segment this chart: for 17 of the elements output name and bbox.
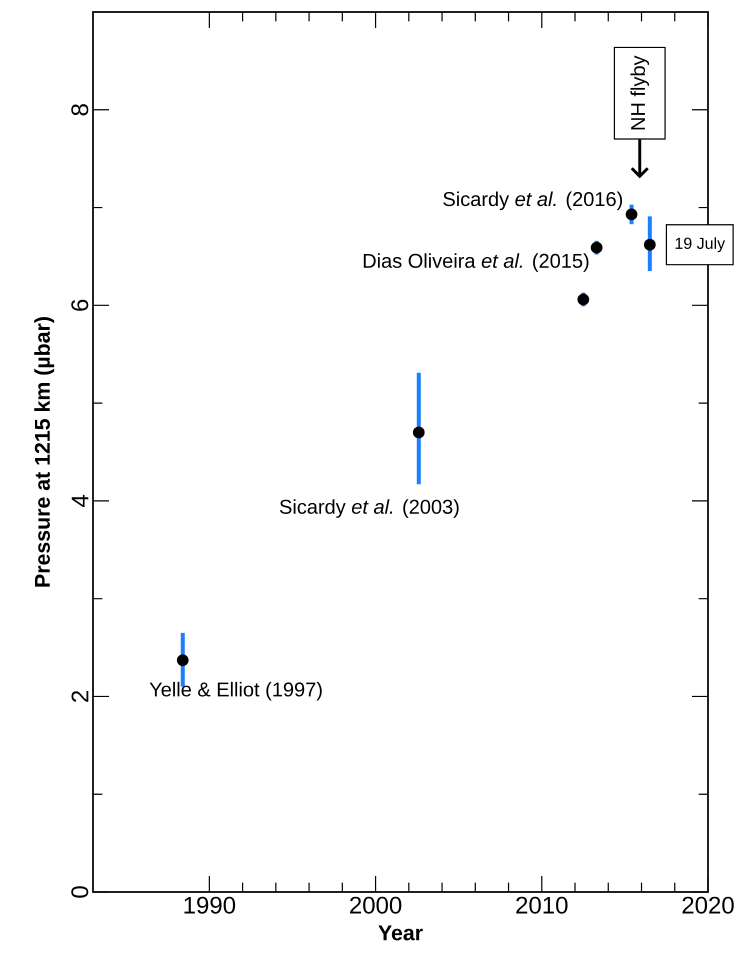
annotation: Yelle & Elliot (1997) — [150, 682, 322, 700]
annotation: NH flyby — [630, 56, 650, 130]
annotation: Sicardy et al. (2016) — [443, 191, 622, 210]
y-tick-label: 6 — [71, 300, 88, 311]
x-tick-label: 2000 — [350, 896, 402, 914]
x-tick-label: 2010 — [516, 896, 568, 914]
y-tick-label: 4 — [72, 494, 88, 508]
annotation: 19 July — [676, 237, 726, 252]
annotation: Sicardy et al. (2003) — [280, 499, 459, 518]
y-axis-title: Pressure at 1215 km (µbar) — [34, 317, 54, 587]
x-tick-label: 1990 — [184, 896, 236, 914]
x-tick-label: 2020 — [682, 896, 734, 914]
y-tick-label: 2 — [72, 690, 88, 702]
x-axis-title: Year — [378, 926, 423, 940]
annotation: Dias Oliveira et al. (2015) — [364, 253, 588, 272]
y-tick-label: 0 — [71, 886, 88, 898]
y-tick-label: 8 — [71, 104, 88, 116]
